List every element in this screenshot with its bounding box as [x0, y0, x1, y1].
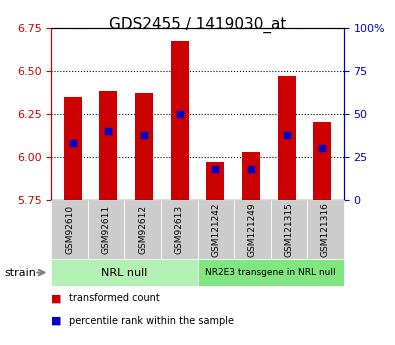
Text: NR2E3 transgene in NRL null: NR2E3 transgene in NRL null: [205, 268, 336, 277]
Point: [212, 166, 218, 172]
Bar: [64, 97, 82, 200]
Point: [141, 132, 147, 137]
Bar: [313, 122, 331, 200]
Text: GSM92612: GSM92612: [138, 205, 147, 254]
Bar: [278, 76, 295, 200]
Text: GSM121316: GSM121316: [321, 202, 330, 257]
Text: NRL null: NRL null: [101, 268, 148, 277]
Point: [248, 166, 254, 172]
Text: GSM92613: GSM92613: [175, 205, 184, 254]
Bar: [171, 41, 188, 200]
Text: GSM121249: GSM121249: [248, 202, 257, 257]
Text: transformed count: transformed count: [69, 293, 160, 303]
Bar: [100, 91, 117, 200]
Point: [177, 111, 183, 117]
Point: [105, 128, 111, 134]
Point: [319, 146, 325, 151]
Text: GDS2455 / 1419030_at: GDS2455 / 1419030_at: [109, 17, 286, 33]
Point: [70, 140, 76, 146]
Text: percentile rank within the sample: percentile rank within the sample: [69, 316, 234, 326]
Text: strain: strain: [4, 268, 36, 277]
Point: [284, 132, 290, 137]
Text: GSM121242: GSM121242: [211, 202, 220, 257]
Text: GSM92610: GSM92610: [65, 205, 74, 254]
Bar: [242, 152, 260, 200]
Bar: [207, 162, 224, 200]
Text: ■: ■: [51, 293, 62, 303]
Text: GSM121315: GSM121315: [284, 202, 293, 257]
Bar: [135, 93, 153, 200]
Text: GSM92611: GSM92611: [102, 205, 111, 254]
Text: ■: ■: [51, 316, 62, 326]
